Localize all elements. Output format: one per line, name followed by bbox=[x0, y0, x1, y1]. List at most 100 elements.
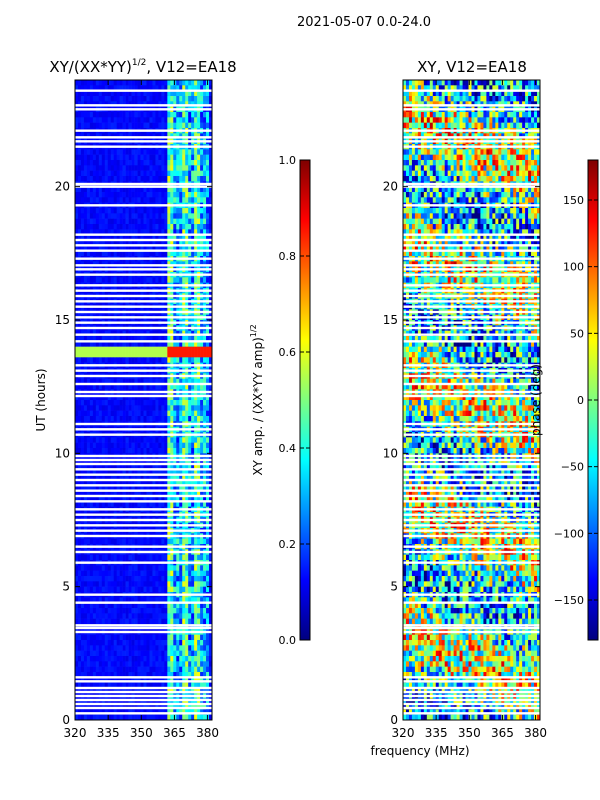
flagged-row bbox=[75, 333, 212, 336]
flagged-row bbox=[75, 321, 212, 324]
flagged-row bbox=[75, 129, 212, 132]
right-colorbar-label: phase (deg) bbox=[529, 364, 543, 436]
left-axes-frame bbox=[74, 79, 213, 721]
left-title-main: XY/(XX*YY) bbox=[49, 58, 132, 76]
flagged-row bbox=[403, 524, 540, 527]
flagged-row bbox=[75, 326, 212, 330]
flagged-row bbox=[403, 561, 540, 564]
flagged-row bbox=[75, 238, 212, 242]
flagged-row bbox=[403, 340, 540, 343]
flagged-row bbox=[75, 680, 212, 683]
flagged-row bbox=[75, 233, 212, 236]
flagged-row bbox=[75, 382, 212, 386]
left-colorbar-bar bbox=[299, 159, 311, 641]
flagged-row bbox=[75, 624, 212, 627]
right-panel: XY, V12=EA18 320 335 350 365 380 0 5 10 15 20 fr… bbox=[370, 58, 547, 758]
flagged-row bbox=[75, 534, 212, 538]
flagged-row bbox=[403, 529, 540, 532]
flagged-row bbox=[75, 686, 212, 690]
flagged-row bbox=[75, 706, 212, 710]
flagged-row bbox=[75, 310, 212, 314]
left-colorbar-label: XY amp. / (XX*YY amp)1/2 bbox=[249, 324, 265, 475]
flagged-row bbox=[75, 145, 212, 148]
flagged-row bbox=[403, 129, 540, 132]
left-colorbar-ticks: 0.0 0.2 0.4 0.6 0.8 1.0 bbox=[279, 154, 310, 647]
flagged-row bbox=[403, 305, 540, 308]
flagged-row bbox=[75, 305, 212, 308]
right-heatmap bbox=[403, 80, 541, 721]
left-panel: XY/(XX*YY)1/2, V12=EA18 320 335 350 365 380 … bbox=[34, 58, 237, 740]
flagged-row bbox=[403, 518, 540, 522]
flagged-row bbox=[75, 690, 212, 694]
right-title: XY, V12=EA18 bbox=[417, 58, 527, 76]
flagged-row bbox=[403, 390, 540, 394]
flagged-row bbox=[403, 233, 540, 236]
flagged-row bbox=[403, 316, 540, 319]
flagged-row bbox=[403, 534, 540, 538]
flagged-row bbox=[75, 698, 212, 702]
flagged-row bbox=[75, 484, 212, 487]
colorbar-tick-label: −50 bbox=[561, 461, 584, 474]
flagged-row bbox=[75, 273, 212, 276]
x-tick-label: 380 bbox=[524, 726, 547, 740]
flagged-row bbox=[75, 364, 212, 367]
shared-xlabel: frequency (MHz) bbox=[370, 744, 469, 758]
flagged-row bbox=[75, 462, 212, 466]
flagged-row bbox=[75, 140, 212, 143]
flagged-row bbox=[403, 478, 540, 482]
flagged-row bbox=[75, 601, 212, 604]
flagged-row bbox=[75, 478, 212, 482]
y-tick-label: 20 bbox=[383, 180, 398, 194]
flagged-row bbox=[403, 244, 540, 247]
flagged-row bbox=[75, 518, 212, 522]
y-tick-label: 20 bbox=[55, 180, 70, 194]
flagged-row bbox=[75, 268, 212, 271]
flagged-row bbox=[403, 680, 540, 683]
flagged-row bbox=[75, 500, 212, 503]
flagged-row bbox=[403, 550, 540, 554]
flagged-row bbox=[403, 706, 540, 710]
y-tick-label: 5 bbox=[62, 580, 70, 594]
flagged-row bbox=[75, 508, 212, 511]
colorbar-tick-label: −150 bbox=[554, 594, 584, 607]
flagged-row bbox=[403, 593, 540, 596]
flagged-row bbox=[75, 249, 212, 252]
flagged-row bbox=[75, 550, 212, 554]
right-axes-frame bbox=[402, 79, 541, 721]
flagged-row bbox=[403, 468, 540, 471]
flagged-row bbox=[403, 294, 540, 298]
flagged-row bbox=[403, 204, 540, 207]
flagged-row bbox=[75, 561, 212, 564]
x-tick-label: 350 bbox=[458, 726, 481, 740]
flagged-row bbox=[403, 326, 540, 330]
flagged-row bbox=[403, 108, 540, 111]
flagged-row bbox=[403, 630, 540, 634]
flagged-row bbox=[75, 390, 212, 394]
flagged-row bbox=[75, 593, 212, 596]
flagged-row bbox=[75, 89, 212, 92]
colorbar-tick-label: −100 bbox=[554, 527, 584, 540]
flagged-row bbox=[403, 310, 540, 314]
colorbar-tick-label: 50 bbox=[570, 327, 584, 340]
left-title: XY/(XX*YY)1/2, V12=EA18 bbox=[49, 58, 236, 76]
flagged-row bbox=[75, 630, 212, 634]
flagged-row bbox=[75, 104, 212, 107]
x-tick-label: 335 bbox=[425, 726, 448, 740]
flagged-row bbox=[75, 529, 212, 532]
flagged-row bbox=[403, 182, 540, 186]
flagged-row bbox=[403, 321, 540, 324]
flagged-row bbox=[403, 473, 540, 476]
flagged-row bbox=[75, 433, 212, 436]
y-tick-label: 5 bbox=[390, 580, 398, 594]
flagged-row bbox=[75, 458, 212, 462]
flagged-row bbox=[403, 284, 540, 287]
x-tick-label: 320 bbox=[392, 726, 415, 740]
flagged-row bbox=[75, 694, 212, 698]
flagged-row bbox=[403, 394, 540, 398]
x-tick-label: 365 bbox=[163, 726, 186, 740]
figure-suptitle: 2021-05-07 0.0-24.0 bbox=[297, 15, 431, 30]
x-tick-label: 350 bbox=[130, 726, 153, 740]
flagged-row bbox=[75, 712, 212, 715]
right-colorbar-ticks: −150 −100 −50 0 50 100 150 bbox=[554, 194, 598, 607]
